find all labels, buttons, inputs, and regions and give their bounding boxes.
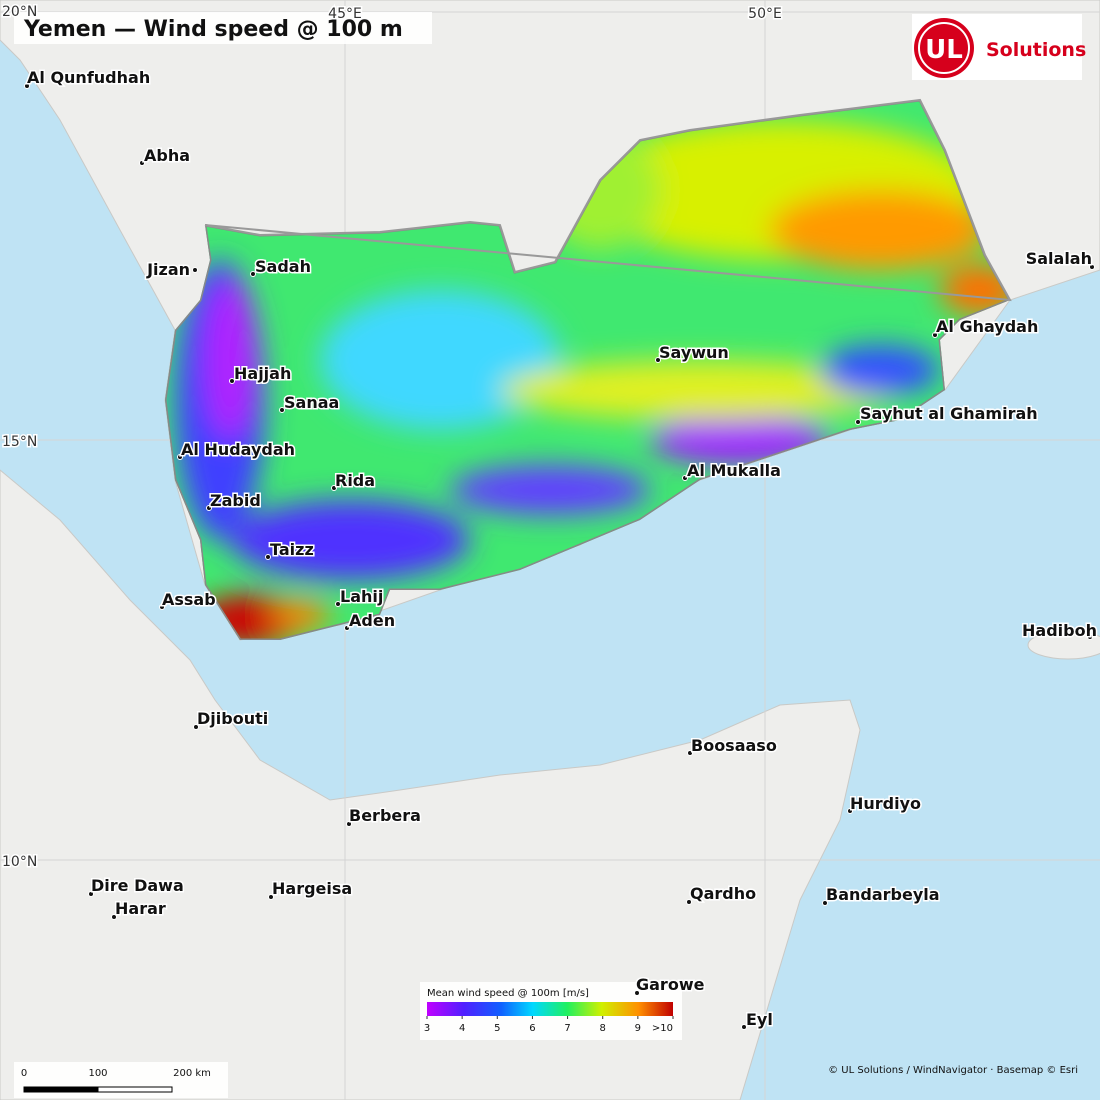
scale-label: 100 [88, 1068, 107, 1079]
city-label: Salalah [1026, 249, 1092, 268]
city-dot [1089, 264, 1095, 270]
title: Yemen — Wind speed @ 100 m [23, 17, 403, 42]
city-label: Al Mukalla [687, 461, 781, 480]
city-label: Hurdiyo [850, 794, 921, 813]
city-label: Lahij [340, 587, 383, 606]
city-dot [111, 914, 117, 920]
scale-label: 200 km [173, 1068, 211, 1079]
city-label: Harar [115, 899, 166, 918]
logo-mark: UL [925, 35, 963, 65]
city-dot [279, 407, 285, 413]
lat-label: 10°N [2, 854, 37, 870]
scale-segment [23, 1086, 99, 1093]
city-dot [335, 601, 341, 607]
legend-tick-label: 8 [600, 1023, 606, 1034]
scale-label: 0 [21, 1068, 27, 1079]
city-dot [634, 990, 640, 996]
city-label: Bandarbeyla [826, 885, 940, 904]
colorbar [427, 1002, 673, 1016]
attribution: © UL Solutions / WindNavigator · Basemap… [828, 1065, 1078, 1076]
socotra [1027, 630, 1100, 660]
lon-label: 50°E [748, 6, 782, 22]
city-dot [206, 505, 212, 511]
city-label: Berbera [349, 806, 421, 825]
city-label: Boosaaso [691, 736, 777, 755]
city-dot [822, 900, 828, 906]
city-dot [741, 1024, 747, 1030]
legend-tick-label: 6 [529, 1023, 535, 1034]
city-label: Garowe [636, 975, 705, 994]
city-dot [139, 160, 145, 166]
legend-tick-label: 7 [564, 1023, 570, 1034]
title-box [14, 12, 432, 44]
city-dot [265, 554, 271, 560]
city-label: Dire Dawa [91, 876, 184, 895]
city-label: Rida [335, 471, 375, 490]
lat-label: 20°N [2, 4, 37, 20]
city-dot [193, 724, 199, 730]
city-label: Abha [144, 146, 190, 165]
city-dot [268, 894, 274, 900]
land-africa [0, 469, 861, 1100]
city-label: Saywun [659, 343, 729, 362]
city-dot [855, 419, 861, 425]
city-label: Aden [349, 611, 395, 630]
city-dot [331, 485, 337, 491]
city-label: Hargeisa [272, 879, 352, 898]
city-dot [932, 332, 938, 338]
city-dot [682, 475, 688, 481]
city-dot [229, 378, 235, 384]
city-dot [655, 357, 661, 363]
city-label: Qardho [690, 884, 756, 903]
city-label: Sanaa [284, 393, 339, 412]
lat-label: 15°N [2, 434, 37, 450]
city-label: Zabid [210, 491, 261, 510]
city-label: Djibouti [197, 709, 268, 728]
legend-tick-label: 5 [494, 1023, 500, 1034]
legend-tick-label: 9 [635, 1023, 641, 1034]
city-label: Eyl [746, 1010, 773, 1029]
legend-tick-label: 4 [459, 1023, 465, 1034]
city-label: Jizan [146, 260, 190, 279]
city-dot [24, 83, 30, 89]
city-dot [192, 267, 198, 273]
city-label: Sayhut al Ghamirah [860, 404, 1038, 423]
scale-segment [97, 1086, 173, 1093]
logo-text: Solutions [986, 39, 1086, 61]
city-label: Hadiboh [1022, 621, 1097, 640]
city-dot [250, 271, 256, 277]
city-label: Hajjah [234, 364, 291, 383]
logo-ring [918, 22, 970, 74]
city-dot [686, 899, 692, 905]
logo-circle [914, 18, 974, 78]
city-dot [346, 821, 352, 827]
city-label: Al Qunfudhah [27, 68, 150, 87]
city-dot [344, 625, 350, 631]
city-dot [177, 454, 183, 460]
city-label: Assab [162, 590, 216, 609]
legend-title: Mean wind speed @ 100m [m/s] [427, 988, 589, 999]
city-dot [687, 750, 693, 756]
legend-tick-label: 3 [424, 1023, 430, 1034]
city-label: Taizz [270, 540, 314, 559]
city-dot [847, 808, 853, 814]
city-dot [88, 891, 94, 897]
border [204, 98, 1012, 302]
city-label: Al Hudaydah [181, 440, 295, 459]
overlay: 20°N 15°N 10°N 45°E 50°E Al Qunfudhah Abha Jiza… [1, 3, 1099, 1093]
legend-tick-label: >10 [652, 1023, 673, 1034]
city-label: Al Ghaydah [936, 317, 1038, 336]
city-label: Sadah [255, 257, 311, 276]
lon-label: 45°E [328, 6, 362, 22]
city-dot [159, 604, 165, 610]
city-dot [1087, 634, 1093, 640]
